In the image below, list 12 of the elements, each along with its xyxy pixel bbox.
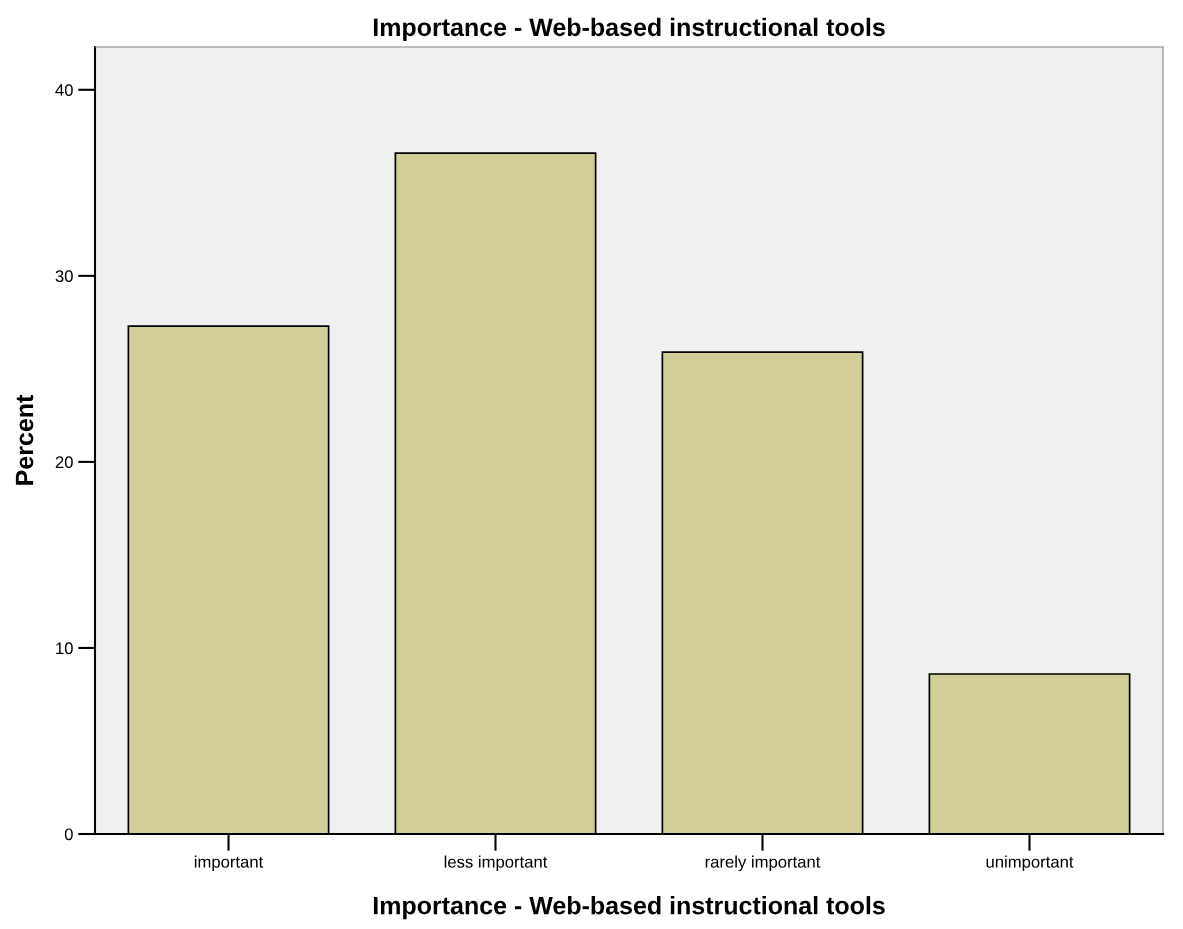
y-tick-label: 30 <box>55 270 73 283</box>
x-tick-label: rarely important <box>705 855 821 872</box>
y-tick-label: 20 <box>55 456 73 469</box>
chart-title: Importance - Web-based instructional tools <box>373 17 885 42</box>
x-axis-title: Importance - Web-based instructional tools <box>373 896 885 920</box>
y-tick-label: 0 <box>64 828 73 841</box>
y-axis-title: Percent <box>15 394 34 485</box>
x-tick-label: unimportant <box>986 855 1074 872</box>
y-tick-label: 10 <box>56 642 73 655</box>
y-tick-label: 40 <box>55 84 73 96</box>
x-tick-label: less important <box>444 855 548 872</box>
x-tick-label: important <box>194 855 264 872</box>
